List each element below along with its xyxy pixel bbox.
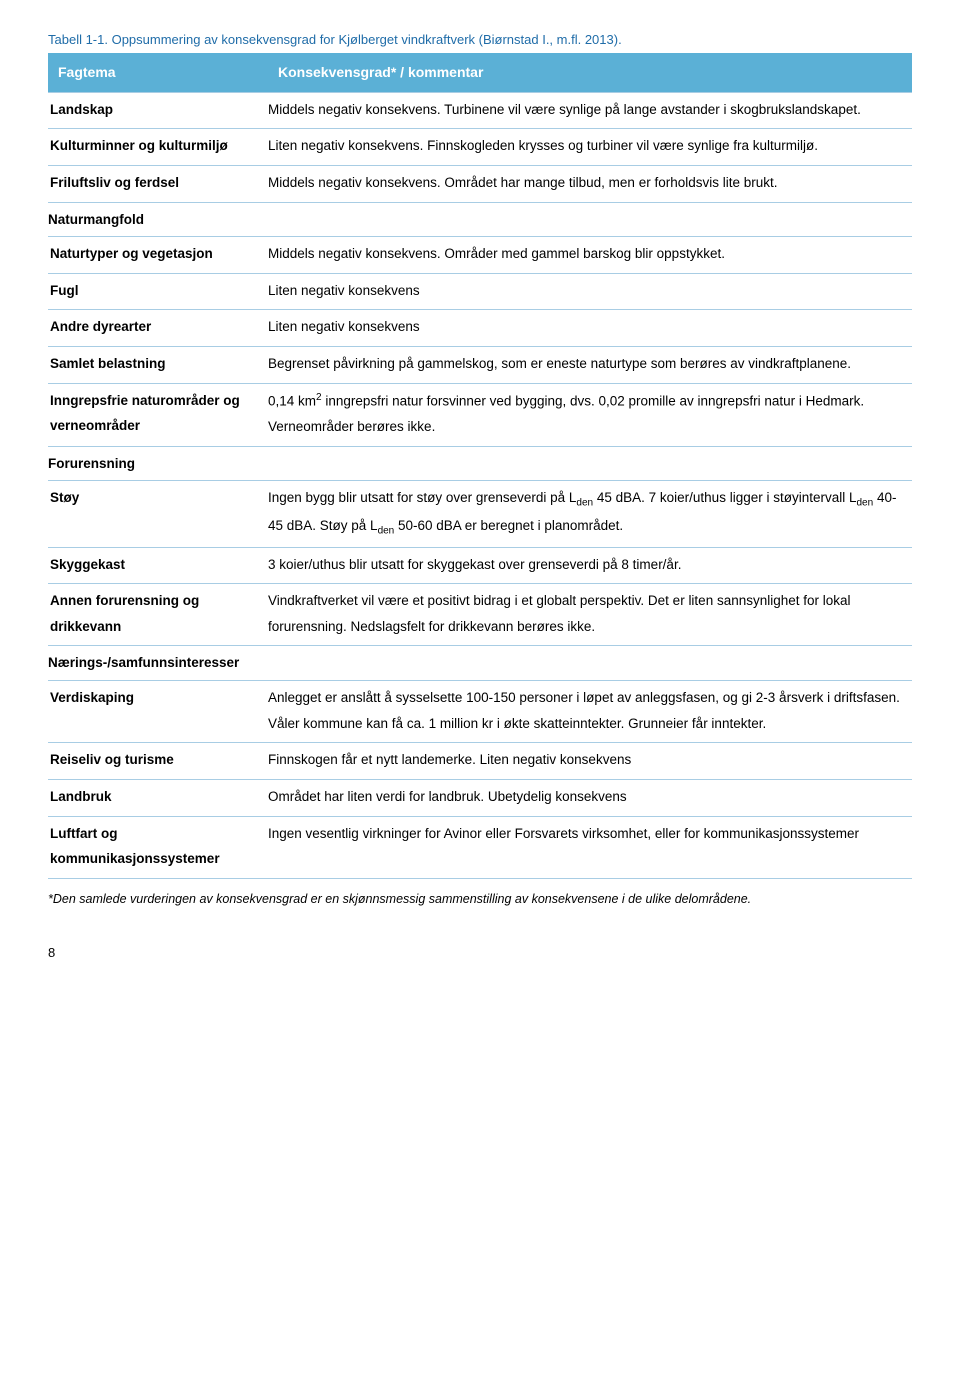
stoy-a: Ingen bygg blir utsatt for støy over gre… [268, 490, 576, 505]
section-naturmangfold: Naturmangfold [48, 202, 912, 237]
row-landskap: Landskap Middels negativ konsekvens. Tur… [48, 92, 912, 129]
inngrepsfrie-post: inngrepsfri natur forsvinner ved bygging… [268, 393, 864, 434]
label-naturmangfold: Naturmangfold [48, 202, 912, 237]
label-forurensning: Forurensning [48, 446, 912, 481]
row-inngrepsfrie: Inngrepsfrie naturområder og verneområde… [48, 383, 912, 446]
label-annen: Annen forurensning og drikkevann [48, 584, 268, 646]
label-friluftsliv: Friluftsliv og ferdsel [48, 165, 268, 202]
stoy-d: 50-60 dBA er beregnet i planområdet. [394, 518, 623, 533]
label-landbruk: Landbruk [48, 780, 268, 817]
stoy-b: 45 dBA. 7 koier/uthus ligger i støyinter… [593, 490, 856, 505]
konsekvens-table: Fagtema Konsekvensgrad* / kommentar Land… [48, 53, 912, 879]
page-number: 8 [48, 945, 912, 960]
label-skyggekast: Skyggekast [48, 547, 268, 584]
text-naturtyper: Middels negativ konsekvens. Områder med … [268, 237, 912, 274]
row-kulturminner: Kulturminner og kulturmiljø Liten negati… [48, 129, 912, 166]
label-stoy: Støy [48, 481, 268, 547]
label-reiseliv: Reiseliv og turisme [48, 743, 268, 780]
inngrepsfrie-pre: 0,14 km [268, 393, 316, 408]
text-kulturminner: Liten negativ konsekvens. Finnskogleden … [268, 129, 912, 166]
row-reiseliv: Reiseliv og turisme Finnskogen får et ny… [48, 743, 912, 780]
section-forurensning: Forurensning [48, 446, 912, 481]
section-naerings: Nærings-/samfunnsinteresser [48, 646, 912, 681]
table-header-row: Fagtema Konsekvensgrad* / kommentar [48, 53, 912, 92]
row-stoy: Støy Ingen bygg blir utsatt for støy ove… [48, 481, 912, 547]
row-luftfart: Luftfart og kommunikasjonssystemer Ingen… [48, 816, 912, 878]
stoy-sub2: den [857, 498, 874, 509]
text-inngrepsfrie: 0,14 km2 inngrepsfri natur forsvinner ve… [268, 383, 912, 446]
label-naturtyper: Naturtyper og vegetasjon [48, 237, 268, 274]
text-annen: Vindkraftverket vil være et positivt bid… [268, 584, 912, 646]
table-footnote: *Den samlede vurderingen av konsekvensgr… [48, 889, 912, 909]
row-naturtyper: Naturtyper og vegetasjon Middels negativ… [48, 237, 912, 274]
text-skyggekast: 3 koier/uthus blir utsatt for skyggekast… [268, 547, 912, 584]
label-verdiskaping: Verdiskaping [48, 681, 268, 743]
label-landskap: Landskap [48, 92, 268, 129]
text-fugl: Liten negativ konsekvens [268, 273, 912, 310]
text-andre: Liten negativ konsekvens [268, 310, 912, 347]
row-fugl: Fugl Liten negativ konsekvens [48, 273, 912, 310]
label-andre: Andre dyrearter [48, 310, 268, 347]
row-andre: Andre dyrearter Liten negativ konsekvens [48, 310, 912, 347]
text-luftfart: Ingen vesentlig virkninger for Avinor el… [268, 816, 912, 878]
text-stoy: Ingen bygg blir utsatt for støy over gre… [268, 481, 912, 547]
text-reiseliv: Finnskogen får et nytt landemerke. Liten… [268, 743, 912, 780]
header-fagtema: Fagtema [48, 53, 268, 92]
row-annen: Annen forurensning og drikkevann Vindkra… [48, 584, 912, 646]
row-verdiskaping: Verdiskaping Anlegget er anslått å sysse… [48, 681, 912, 743]
stoy-sub3: den [378, 526, 395, 537]
row-samlet: Samlet belastning Begrenset påvirkning p… [48, 347, 912, 384]
label-naerings: Nærings-/samfunnsinteresser [48, 646, 912, 681]
header-konsekvensgrad: Konsekvensgrad* / kommentar [268, 53, 912, 92]
row-friluftsliv: Friluftsliv og ferdsel Middels negativ k… [48, 165, 912, 202]
text-verdiskaping: Anlegget er anslått å sysselsette 100-15… [268, 681, 912, 743]
text-landskap: Middels negativ konsekvens. Turbinene vi… [268, 92, 912, 129]
table-caption: Tabell 1-1. Oppsummering av konsekvensgr… [48, 32, 912, 47]
label-fugl: Fugl [48, 273, 268, 310]
stoy-sub1: den [576, 498, 593, 509]
text-friluftsliv: Middels negativ konsekvens. Området har … [268, 165, 912, 202]
label-kulturminner: Kulturminner og kulturmiljø [48, 129, 268, 166]
label-samlet: Samlet belastning [48, 347, 268, 384]
text-landbruk: Området har liten verdi for landbruk. Ub… [268, 780, 912, 817]
row-skyggekast: Skyggekast 3 koier/uthus blir utsatt for… [48, 547, 912, 584]
row-landbruk: Landbruk Området har liten verdi for lan… [48, 780, 912, 817]
text-samlet: Begrenset påvirkning på gammelskog, som … [268, 347, 912, 384]
label-inngrepsfrie: Inngrepsfrie naturområder og verneområde… [48, 383, 268, 446]
label-luftfart: Luftfart og kommunikasjonssystemer [48, 816, 268, 878]
